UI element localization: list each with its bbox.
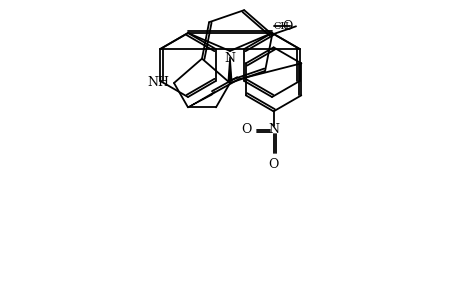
Text: O: O [241,123,251,136]
Text: O: O [282,20,292,33]
Text: N: N [268,123,279,136]
Polygon shape [228,57,231,81]
Polygon shape [188,92,214,107]
Text: NH: NH [147,76,168,89]
Text: N: N [224,52,235,65]
Text: O: O [268,158,278,171]
Text: CH₃: CH₃ [273,22,293,31]
